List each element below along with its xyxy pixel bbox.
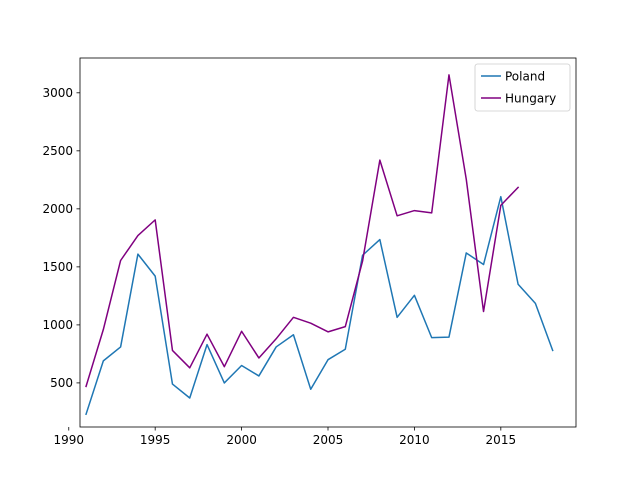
series-layer	[85, 74, 554, 416]
y-tick-label: 1500	[42, 260, 73, 274]
y-tick-label: 2000	[42, 202, 73, 216]
legend: Poland Hungary	[474, 63, 571, 112]
plot-frame	[79, 57, 577, 428]
axes-layer: 1990 1995 2000 2005 2010 2015 500 1000 1500 2000 2…	[42, 57, 577, 447]
y-tick-label: 2500	[42, 144, 73, 158]
y-tick-label: 500	[50, 376, 73, 390]
x-tick-label: 1990	[53, 433, 84, 447]
y-tick-label: 3000	[42, 86, 73, 100]
x-tick-label: 2000	[226, 433, 257, 447]
legend-label-hungary: Hungary	[505, 91, 556, 105]
x-tick-label: 2015	[486, 433, 517, 447]
x-tick-label: 1995	[140, 433, 171, 447]
x-tick-label: 2005	[313, 433, 344, 447]
legend-label-poland: Poland	[505, 69, 545, 83]
x-tick-label: 2010	[399, 433, 430, 447]
series-line-hungary	[85, 74, 520, 388]
series-line-poland	[85, 195, 554, 416]
y-tick-label: 1000	[42, 318, 73, 332]
